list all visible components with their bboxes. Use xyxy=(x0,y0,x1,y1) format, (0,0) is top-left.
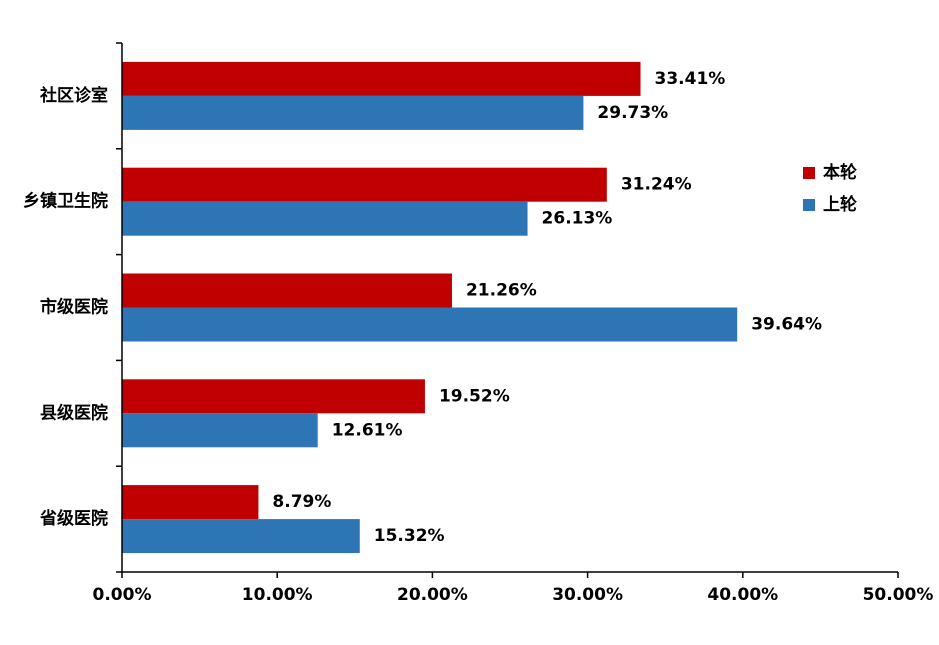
bar-previous-2 xyxy=(122,307,738,342)
bar-current-0 xyxy=(122,61,641,96)
bar-previous-0 xyxy=(122,95,584,130)
data-label-previous-2: 39.64% xyxy=(751,315,822,335)
bars-layer xyxy=(122,61,738,554)
category-label-2: 市级医院 xyxy=(40,297,108,318)
category-label-4: 省级医院 xyxy=(39,508,108,529)
data-label-previous-3: 12.61% xyxy=(332,420,403,440)
bar-previous-3 xyxy=(122,413,318,448)
category-label-3: 县级医院 xyxy=(40,402,108,423)
legend-label-current: 本轮 xyxy=(823,162,857,183)
x-tick-label-5: 50.00% xyxy=(863,585,934,605)
category-label-0: 社区诊室 xyxy=(39,85,108,106)
axes-layer xyxy=(116,42,899,578)
x-tick-labels-layer: 0.00% 10.00% 20.00% 30.00% 40.00% 50.00% xyxy=(93,585,934,605)
bar-current-2 xyxy=(122,273,452,308)
x-tick-label-1: 10.00% xyxy=(242,585,313,605)
data-label-current-3: 19.52% xyxy=(439,386,510,406)
data-label-previous-1: 26.13% xyxy=(542,209,613,229)
legend-swatch-previous xyxy=(803,199,815,211)
data-label-current-1: 31.24% xyxy=(621,175,692,195)
bar-previous-1 xyxy=(122,201,528,236)
legend-swatch-current xyxy=(803,167,815,179)
x-tick-label-3: 30.00% xyxy=(552,585,623,605)
data-label-previous-4: 15.32% xyxy=(374,526,445,546)
data-label-current-2: 21.26% xyxy=(466,281,537,301)
data-labels-layer: 33.41% 29.73% 31.24% 26.13% 21.26% 39.64% 19.5… xyxy=(272,69,822,546)
x-tick-label-2: 20.00% xyxy=(397,585,468,605)
data-label-current-4: 8.79% xyxy=(272,492,331,512)
x-tick-label-0: 0.00% xyxy=(93,585,152,605)
data-label-previous-0: 29.73% xyxy=(597,103,668,123)
bar-current-1 xyxy=(122,167,607,202)
bar-current-3 xyxy=(122,379,425,414)
bar-current-4 xyxy=(122,485,259,520)
x-tick-label-4: 40.00% xyxy=(707,585,778,605)
legend-label-previous: 上轮 xyxy=(823,194,857,215)
bar-previous-4 xyxy=(122,519,360,554)
category-label-1: 乡镇卫生院 xyxy=(23,191,108,212)
data-label-current-0: 33.41% xyxy=(655,69,726,89)
